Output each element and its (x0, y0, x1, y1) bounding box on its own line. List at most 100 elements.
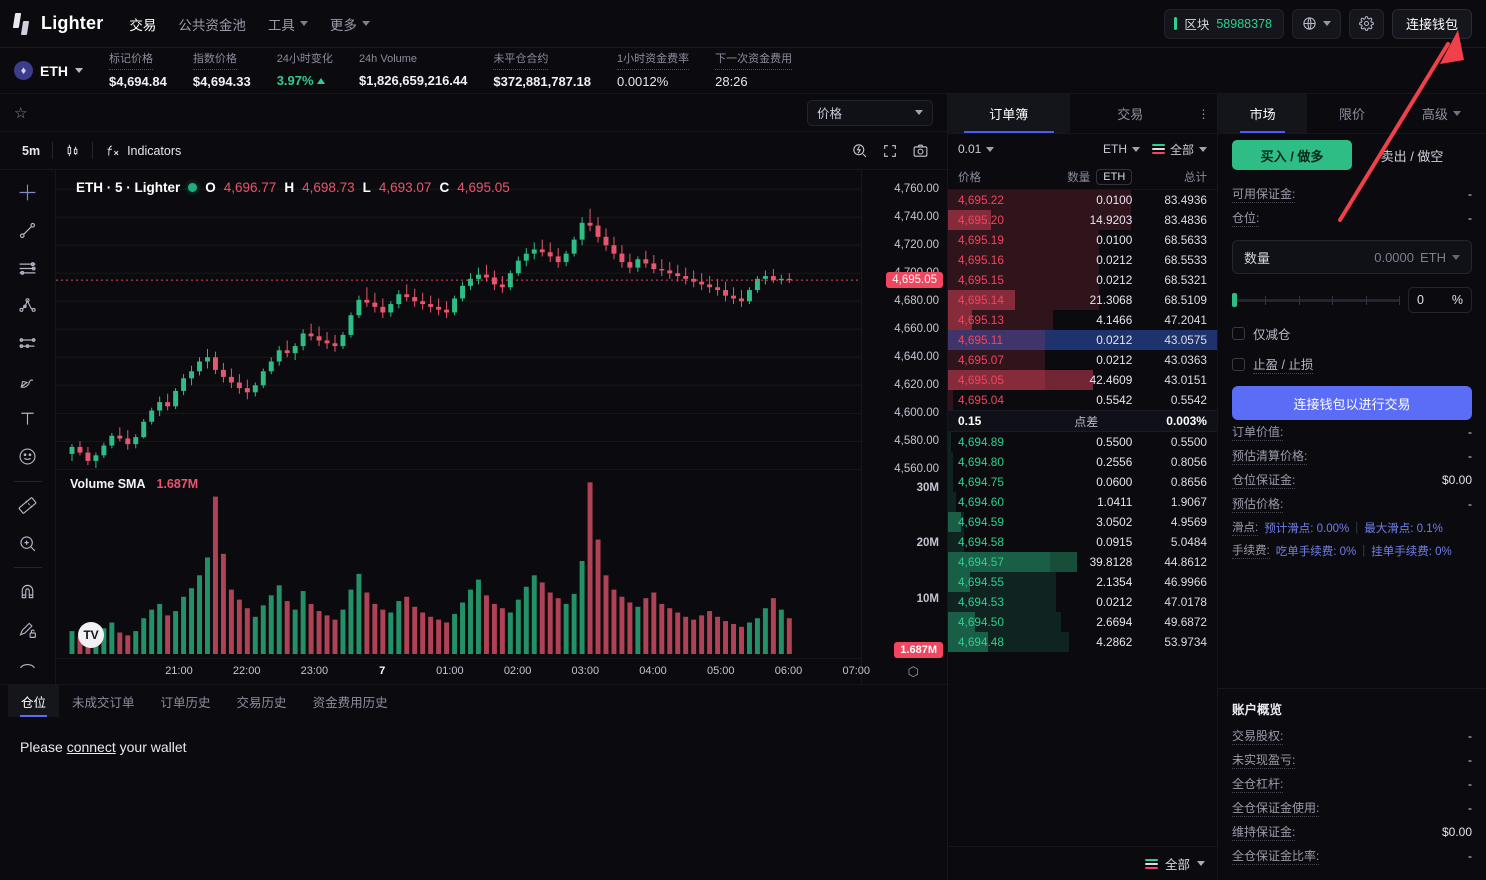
reduce-only-checkbox-row[interactable]: 仅减仓 (1232, 324, 1472, 343)
lock-icon[interactable] (11, 613, 45, 647)
slider-handle[interactable] (1232, 293, 1237, 307)
chart-type-button[interactable] (53, 143, 92, 158)
tab-limit[interactable]: 限价 (1307, 94, 1396, 133)
tab-market[interactable]: 市场 (1218, 94, 1308, 133)
buy-long-button[interactable]: 买入 / 做多 (1232, 140, 1352, 170)
bottom-tab-2[interactable]: 订单历史 (160, 695, 211, 710)
tab-advanced[interactable]: 高级 (1397, 94, 1486, 133)
connect-message-pre: Please (20, 739, 67, 755)
amount-slider[interactable] (1232, 292, 1400, 308)
orderbook-row-bid[interactable]: 4,694.57 39.8128 44.8612 (948, 552, 1217, 572)
summary-label-3: 预估价格: (1232, 497, 1284, 513)
nav-link-trade[interactable]: 交易 (129, 14, 156, 34)
orderbook-row-bid[interactable]: 4,694.75 0.0600 0.8656 (948, 472, 1217, 492)
eye-icon[interactable] (11, 650, 45, 684)
sell-short-button[interactable]: 卖出 / 做空 (1380, 148, 1444, 164)
orderbook-row-bid[interactable]: 4,694.60 1.0411 1.9067 (948, 492, 1217, 512)
chevron-down-icon (299, 21, 308, 26)
trade-column: 市场 限价 高级 买入 / 做多 卖出 / 做空 可用保证金: - 仓位: - … (1218, 94, 1486, 880)
zoom-in-icon[interactable] (11, 526, 45, 560)
orderbook-row-bid[interactable]: 4,694.89 0.5500 0.5500 (948, 432, 1217, 452)
depth-filter-selector[interactable]: 全部 (1151, 141, 1207, 158)
orderbook-row-bid[interactable]: 4,694.55 2.1354 46.9966 (948, 572, 1217, 592)
trend-line-icon[interactable] (11, 214, 45, 248)
orderbook-row-ask[interactable]: 4,695.14 21.3068 68.5109 (948, 290, 1217, 310)
percent-input[interactable]: 0 % (1408, 287, 1472, 313)
orderbook-row-ask[interactable]: 4,695.11 0.0212 43.0575 (948, 330, 1217, 350)
col-amount-unit[interactable]: ETH (1096, 168, 1133, 185)
price-axis[interactable]: 4,760.004,740.004,720.004,700.004,680.00… (861, 170, 947, 684)
favorite-star-icon[interactable]: ☆ (14, 104, 28, 122)
orderbook-row-ask[interactable]: 4,695.19 0.0100 68.5633 (948, 230, 1217, 250)
reduce-only-checkbox[interactable] (1232, 327, 1245, 340)
orderbook-row-ask[interactable]: 4,695.04 0.5542 0.5542 (948, 390, 1217, 410)
nav-link-tools[interactable]: 工具 (268, 14, 308, 34)
fullscreen-icon[interactable] (882, 143, 898, 159)
tpsl-checkbox[interactable] (1232, 357, 1245, 371)
orderbook-row-ask[interactable]: 4,695.07 0.0212 43.0363 (948, 350, 1217, 370)
time-tick: 7 (379, 665, 386, 677)
magnet-icon[interactable] (11, 575, 45, 609)
emoji-icon[interactable] (11, 440, 45, 474)
bottom-tab-3[interactable]: 交易历史 (236, 695, 287, 710)
orderbook-rows[interactable]: 4,695.22 0.0100 83.4936 4,695.20 14.9203 83.4… (948, 190, 1217, 846)
alert-icon[interactable] (851, 142, 868, 159)
language-button[interactable] (1291, 8, 1341, 39)
fib-icon[interactable] (11, 327, 45, 361)
settings-button[interactable] (1348, 8, 1384, 39)
orderbook-row-bid[interactable]: 4,694.48 4.2862 53.9734 (948, 632, 1217, 652)
screenshot-icon[interactable] (912, 142, 929, 159)
tick-size-selector[interactable]: 0.01 (958, 142, 995, 156)
tradingview-logo[interactable]: TV (78, 622, 104, 648)
settings-hex-icon[interactable]: ⬡ (907, 664, 919, 679)
time-axis[interactable]: 21:00 22:00 23:00 7 01:00 02:00 03:00 04:00 05:0… (56, 658, 870, 684)
orderbook-controls-right: ETH 全部 (1103, 141, 1207, 158)
ohlc-o-value: 4,696.77 (223, 180, 277, 195)
connect-wallet-button[interactable]: 连接钱包 (1391, 8, 1472, 39)
bottom-tab-0[interactable]: 仓位 (8, 685, 60, 717)
orderbook-row-bid[interactable]: 4,694.80 0.2556 0.8056 (948, 452, 1217, 472)
depth-bar (948, 472, 954, 492)
tpsl-checkbox-row[interactable]: 止盈 / 止损 (1232, 354, 1472, 374)
orderbook-row-ask[interactable]: 4,695.15 0.0212 68.5321 (948, 270, 1217, 290)
row-amount: 1.0411 (1097, 495, 1133, 509)
orderbook-row-bid[interactable]: 4,694.53 0.0212 47.0178 (948, 592, 1217, 612)
pitchfork-icon[interactable] (11, 289, 45, 323)
orderbook-menu-icon[interactable]: ⋮ (1197, 106, 1211, 121)
brush-icon[interactable] (11, 364, 45, 398)
tab-orderbook[interactable]: 订单簿 (948, 94, 1070, 133)
orderbook-row-bid[interactable]: 4,694.59 3.0502 4.9569 (948, 512, 1217, 532)
orderbook-row-ask[interactable]: 4,695.05 42.4609 43.0151 (948, 370, 1217, 390)
connect-link[interactable]: connect (66, 739, 116, 755)
horizontal-lines-icon[interactable] (11, 251, 45, 285)
amount-input[interactable]: 数量 0.0000 ETH (1232, 240, 1472, 274)
unit-selector[interactable]: ETH (1103, 142, 1140, 156)
ruler-icon[interactable] (11, 488, 45, 522)
price-display-selector[interactable]: 价格 (807, 99, 933, 126)
position-value: - (1468, 211, 1472, 225)
side-buttons: 买入 / 做多 卖出 / 做空 (1218, 134, 1486, 176)
tab-trades[interactable]: 交易 (1117, 107, 1144, 122)
orderbook-row-ask[interactable]: 4,695.16 0.0212 68.5533 (948, 250, 1217, 270)
depth-bar (948, 612, 1061, 632)
orderbook-row-ask[interactable]: 4,695.13 4.1466 47.2041 (948, 310, 1217, 330)
orderbook-row-ask[interactable]: 4,695.20 14.9203 83.4836 (948, 210, 1217, 230)
block-status-pill[interactable]: 区块 58988378 (1164, 8, 1284, 39)
row-amount: 0.5500 (1096, 435, 1133, 449)
orderbook-footer-filter-label[interactable]: 全部 (1164, 858, 1190, 872)
orderbook-row-ask[interactable]: 4,695.22 0.0100 83.4936 (948, 190, 1217, 210)
nav-link-pools[interactable]: 公共资金池 (178, 14, 246, 34)
connect-wallet-to-trade-button[interactable]: 连接钱包以进行交易 (1232, 386, 1472, 420)
bottom-tab-4[interactable]: 资金费用历史 (312, 695, 388, 710)
nav-link-more[interactable]: 更多 (330, 14, 370, 34)
orderbook-row-bid[interactable]: 4,694.50 2.6694 49.6872 (948, 612, 1217, 632)
interval-button[interactable]: 5m (22, 143, 41, 158)
symbol-selector[interactable]: ♦ ETH (14, 61, 83, 80)
brand-logo-group[interactable]: Lighter (12, 12, 103, 35)
indicators-button[interactable]: Indicators (93, 143, 193, 158)
text-icon[interactable] (11, 402, 45, 436)
crosshair-icon[interactable] (11, 176, 45, 210)
bottom-tab-1[interactable]: 未成交订单 (72, 695, 135, 710)
orderbook-row-bid[interactable]: 4,694.58 0.0915 5.0484 (948, 532, 1217, 552)
